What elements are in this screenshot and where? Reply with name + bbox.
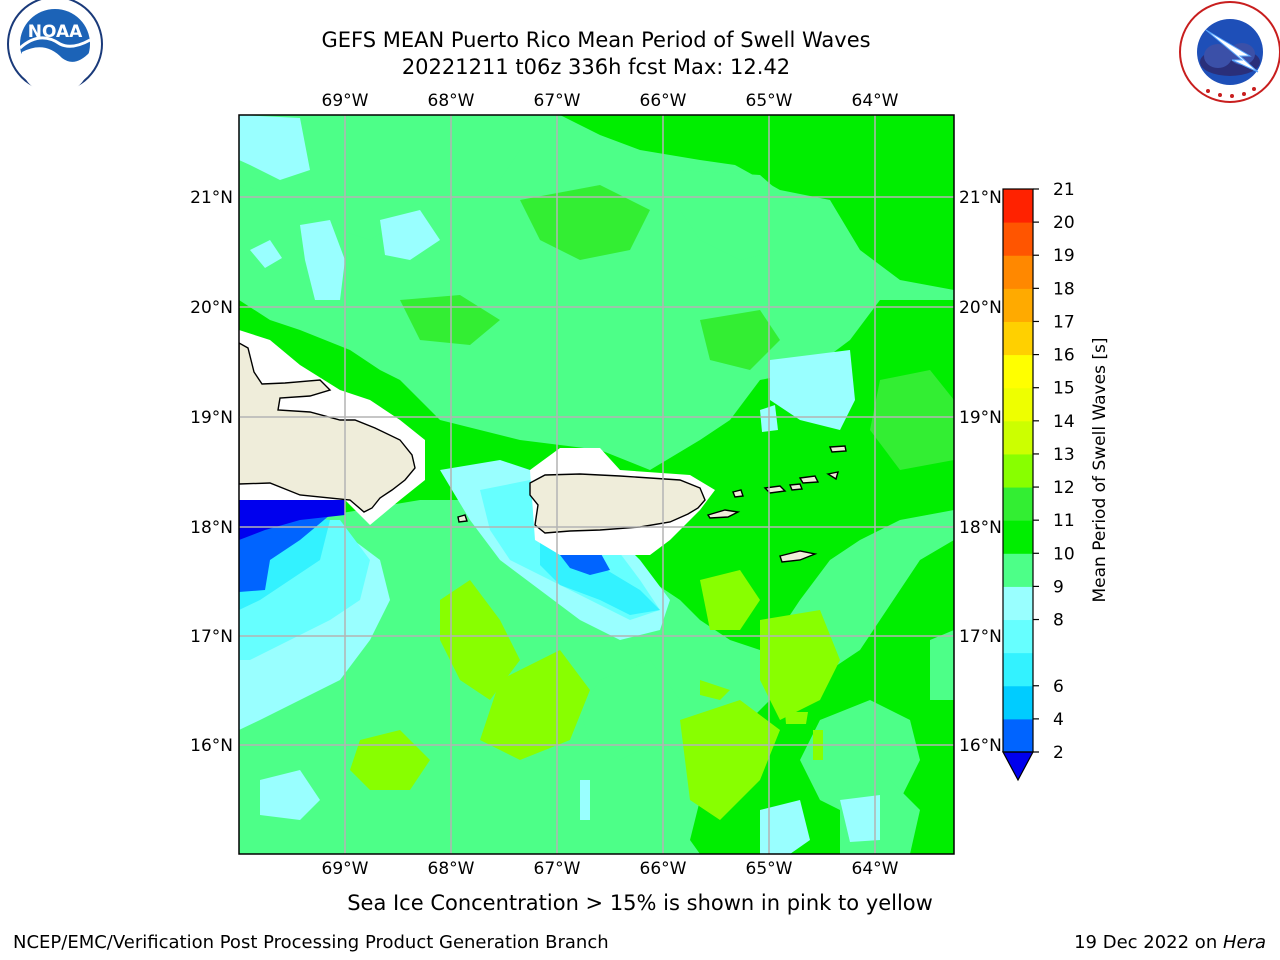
- colorbar-tick-label: 19: [1053, 246, 1075, 266]
- st-thomas: [763, 485, 787, 494]
- colorbar-tick-label: 14: [1053, 412, 1075, 432]
- footer-credit: NCEP/EMC/Verification Post Processing Pr…: [13, 932, 609, 953]
- lat-label: 19°N: [190, 408, 233, 428]
- colorbar-frame: [1002, 188, 1034, 753]
- colorbar-segment: [1003, 652, 1033, 687]
- puerto-rico: [529, 473, 706, 534]
- colorbar-tick-label: 2: [1053, 743, 1064, 763]
- colorbar-tick-label: 9: [1053, 577, 1064, 597]
- footer-machine: Hera: [1222, 932, 1266, 953]
- colorbar-segment: [1003, 553, 1033, 587]
- land: [239, 342, 847, 563]
- chart-subtitle: 20221211 t06z 336h fcst Max: 12.42: [401, 55, 791, 79]
- colorbar-segment: [1003, 255, 1033, 289]
- colorbar-segment: [1003, 619, 1033, 654]
- footer-date-text: 19 Dec 2022 on: [1074, 932, 1223, 953]
- noaa-logo: NOAA: [7, 0, 103, 95]
- lat-label: 20°N: [959, 298, 1002, 318]
- lon-label: 64°W: [852, 91, 899, 111]
- colorbar-tick-label: 18: [1053, 279, 1075, 299]
- anegada: [828, 445, 847, 453]
- colorbar-segment: [1003, 718, 1033, 753]
- colorbar-segment: [1003, 520, 1033, 554]
- lon-label: 65°W: [746, 859, 793, 879]
- map-frame: [238, 114, 955, 855]
- colorbar-segment: [1003, 420, 1033, 455]
- noaa-logo-text: NOAA: [28, 22, 83, 42]
- lon-label: 69°W: [322, 91, 369, 111]
- colorbar-segment: [1003, 222, 1033, 256]
- lon-label: 69°W: [322, 859, 369, 879]
- lat-label: 16°N: [190, 736, 233, 756]
- colorbar-segment: [1003, 487, 1033, 521]
- colorbar-segment: [1003, 387, 1033, 422]
- colorbar-tick-label: 8: [1053, 611, 1064, 631]
- colorbar: 2 4 6 8 9 10 11 12 13 14 15 16 17 18 19 20 21 Mean Perio…: [1001, 180, 1110, 782]
- colorbar-segment: [1003, 453, 1033, 488]
- colorbar-tick-label: 6: [1053, 677, 1064, 697]
- st-croix: [779, 550, 818, 563]
- colorbar-under-arrow: [1001, 751, 1035, 782]
- lon-label: 64°W: [852, 859, 899, 879]
- lat-label: 21°N: [190, 188, 233, 208]
- colorbar-segment: [1003, 288, 1033, 322]
- lat-label: 16°N: [959, 736, 1002, 756]
- hispaniola: [239, 342, 416, 513]
- lon-label: 68°W: [428, 859, 475, 879]
- gridlines: [239, 115, 954, 854]
- lon-label: 68°W: [428, 91, 475, 111]
- colorbar-tick-label: 11: [1053, 511, 1075, 531]
- lon-labels-bottom: 69°W 68°W 67°W 66°W 65°W 64°W: [322, 859, 899, 879]
- lon-label: 65°W: [746, 91, 793, 111]
- tortola: [798, 475, 820, 484]
- chart-title: GEFS MEAN Puerto Rico Mean Period of Swe…: [321, 28, 871, 52]
- st-john: [789, 483, 803, 491]
- lat-label: 18°N: [190, 518, 233, 538]
- lat-label: 17°N: [190, 627, 233, 647]
- lat-label: 21°N: [959, 188, 1002, 208]
- lon-label: 67°W: [534, 91, 581, 111]
- lon-label: 66°W: [640, 91, 687, 111]
- colorbar-tick-label: 17: [1053, 312, 1075, 332]
- colorbar-tick-label: 12: [1053, 478, 1075, 498]
- colorbar-segment: [1003, 586, 1033, 621]
- culebra: [732, 489, 744, 498]
- colorbar-segment: [1003, 189, 1033, 223]
- colorbar-segment: [1003, 354, 1033, 389]
- colorbar-tick-label: 16: [1053, 346, 1075, 366]
- sea-ice-note: Sea Ice Concentration > 15% is shown in …: [347, 891, 933, 915]
- lat-labels-left: 21°N 20°N 19°N 18°N 17°N 16°N: [190, 188, 233, 756]
- colorbar-tick-label: 15: [1053, 379, 1075, 399]
- nws-logo: [1179, 1, 1280, 103]
- lon-labels-top: 69°W 68°W 67°W 66°W 65°W 64°W: [322, 91, 899, 111]
- lon-label: 67°W: [534, 859, 581, 879]
- vieques: [706, 509, 741, 519]
- map-panel: [239, 115, 954, 854]
- lat-label: 17°N: [959, 627, 1002, 647]
- lat-label: 19°N: [959, 408, 1002, 428]
- virgin-gorda: [826, 471, 839, 481]
- colorbar-tick-label: 4: [1053, 710, 1064, 730]
- colorbar-tick-label: 21: [1053, 180, 1075, 200]
- colorbar-segment: [1003, 321, 1033, 356]
- colorbar-tick-label: 20: [1053, 213, 1075, 233]
- colorbar-segment: [1003, 685, 1033, 720]
- lat-labels-right: 21°N 20°N 19°N 18°N 17°N 16°N: [959, 188, 1002, 756]
- colorbar-title: Mean Period of Swell Waves [s]: [1090, 338, 1110, 603]
- colorbar-tick-label: 10: [1053, 544, 1075, 564]
- lat-label: 18°N: [959, 518, 1002, 538]
- lat-label: 20°N: [190, 298, 233, 318]
- footer-date: 19 Dec 2022 on Hera: [1074, 932, 1266, 953]
- mona-island: [457, 514, 468, 523]
- lon-label: 66°W: [640, 859, 687, 879]
- colorbar-tick-label: 13: [1053, 445, 1075, 465]
